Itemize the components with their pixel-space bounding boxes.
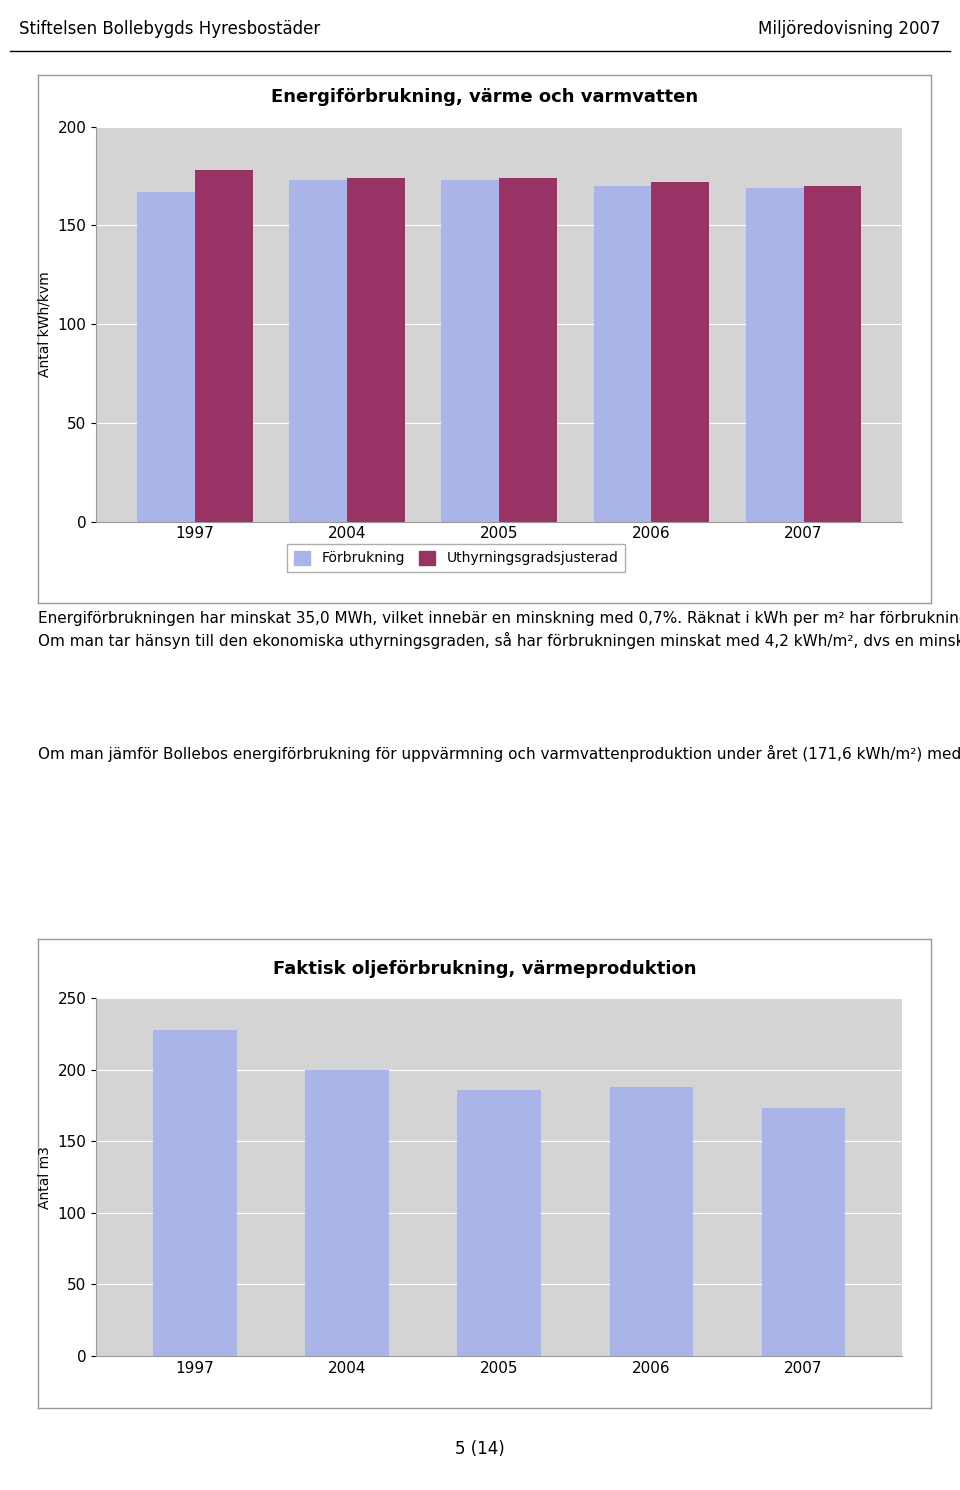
Y-axis label: Antal m3: Antal m3 [37, 1146, 52, 1208]
Bar [442, 180, 499, 522]
Text: Energiförbrukning, värme och varmvatten: Energiförbrukning, värme och varmvatten [272, 88, 698, 106]
Bar [593, 186, 651, 522]
Bar [305, 1070, 389, 1356]
Bar [610, 1088, 693, 1356]
Bar [651, 182, 709, 522]
Bar [137, 192, 195, 522]
Bar [499, 177, 557, 522]
Legend: Förbrukning, Uthyrningsgradsjusterad: Förbrukning, Uthyrningsgradsjusterad [287, 544, 625, 572]
Bar [746, 188, 804, 522]
Text: Energiförbrukningen har minskat 35,0 MWh, vilket innebär en minskning med 0,7%. : Energiförbrukningen har minskat 35,0 MWh… [38, 611, 960, 648]
Bar [153, 1030, 237, 1356]
Bar [195, 170, 252, 522]
Y-axis label: Antal kWh/kvm: Antal kWh/kvm [37, 271, 52, 377]
Bar [761, 1109, 846, 1356]
Bar [348, 177, 405, 522]
Bar [289, 180, 348, 522]
Text: Miljöredovisning 2007: Miljöredovisning 2007 [758, 19, 941, 37]
Text: Stiftelsen Bollebygds Hyresbostäder: Stiftelsen Bollebygds Hyresbostäder [19, 19, 321, 37]
Bar [804, 186, 861, 522]
Text: Om man jämför Bollebos energiförbrukning för uppvärmning och varmvattenproduktio: Om man jämför Bollebos energiförbrukning… [38, 745, 960, 761]
Text: 5 (14): 5 (14) [455, 1439, 505, 1459]
Bar [457, 1089, 541, 1356]
Text: Faktisk oljeförbrukning, värmeproduktion: Faktisk oljeförbrukning, värmeproduktion [273, 960, 697, 977]
